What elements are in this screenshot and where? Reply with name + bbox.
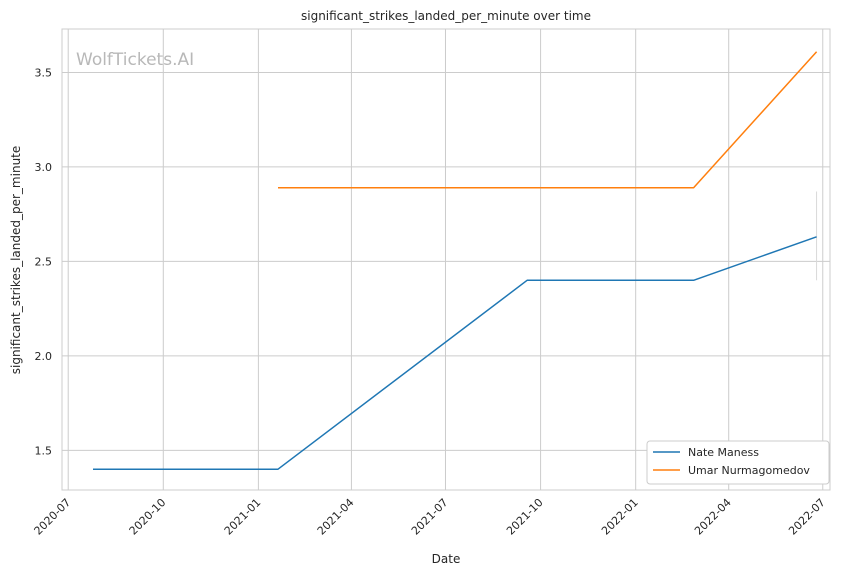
x-axis-title: Date <box>432 552 461 566</box>
legend: Nate Maness Umar Nurmagomedov <box>646 440 830 485</box>
x-tick-label: 2020-07 <box>32 496 74 538</box>
y-axis-title: significant_strikes_landed_per_minute <box>9 146 23 375</box>
chart-title: significant_strikes_landed_per_minute ov… <box>301 9 591 23</box>
plot-frame <box>61 28 831 491</box>
x-tick-label: 2020-10 <box>127 496 169 538</box>
legend-box <box>646 440 830 485</box>
plot-border <box>61 28 831 491</box>
y-tick-label: 1.5 <box>35 444 53 457</box>
x-tick-label: 2021-01 <box>222 496 264 538</box>
grid <box>62 29 830 490</box>
y-tick-label: 2.0 <box>35 350 53 363</box>
x-tick-label: 2022-01 <box>599 496 641 538</box>
x-tick-label: 2022-04 <box>692 496 734 538</box>
y-tick-label: 2.5 <box>35 255 53 268</box>
series-layer <box>93 51 818 470</box>
x-tick-label: 2021-07 <box>409 496 451 538</box>
x-tick-label: 2021-10 <box>504 496 546 538</box>
x-tick-label: 2021-04 <box>315 496 357 538</box>
y-tick-label: 3.5 <box>35 66 53 79</box>
watermark: WolfTickets.AI <box>76 50 194 70</box>
legend-label-nate-maness: Nate Maness <box>688 446 759 459</box>
legend-label-umar-nurmagomedov: Umar Nurmagomedov <box>688 464 810 477</box>
x-tick-label: 2022-07 <box>786 496 828 538</box>
y-tick-label: 3.0 <box>35 161 53 174</box>
series-line-nate-maness <box>93 236 817 470</box>
series-line-umar-nurmagomedov <box>278 51 818 189</box>
